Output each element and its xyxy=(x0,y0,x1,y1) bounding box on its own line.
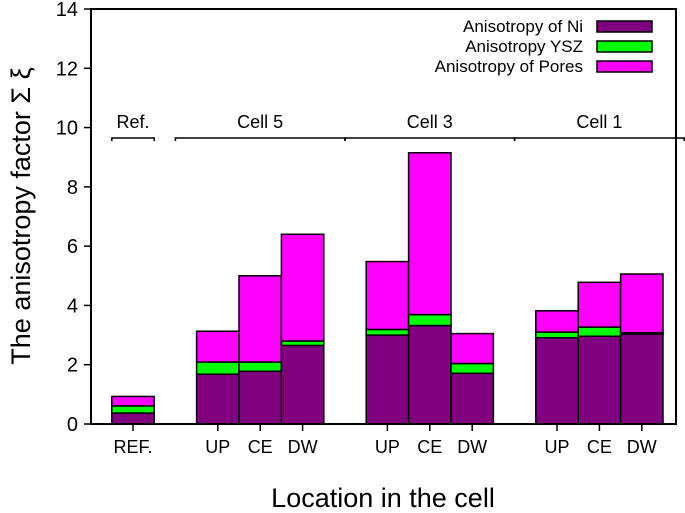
bar-segment-ysz xyxy=(238,361,283,372)
y-axis-ticks: 0 2 4 6 8 10 12 14 xyxy=(56,0,91,436)
bar-segment-ysz xyxy=(577,326,622,338)
group-label: Cell 3 xyxy=(407,112,453,132)
x-tick-label: CE xyxy=(248,437,273,457)
y-tick-label: 4 xyxy=(67,295,78,317)
y-axis-label: The anisotropy factor Σ ξ xyxy=(6,67,36,364)
x-tick-label: REF. xyxy=(113,437,152,457)
bar-segment-ysz xyxy=(450,362,495,375)
bar-segment-pores xyxy=(450,332,495,365)
plot-frame xyxy=(90,8,677,425)
bar-segment-ysz xyxy=(195,361,240,375)
bar-segment-ysz xyxy=(535,331,579,339)
bar-segment-ni xyxy=(450,372,495,425)
x-tick-label: DW xyxy=(457,437,487,457)
bar-segment-ni xyxy=(407,324,452,425)
bar-segment-ni xyxy=(111,412,155,425)
bar-segment-pores xyxy=(407,152,452,316)
bar-segment-ni xyxy=(195,373,240,425)
legend-swatch xyxy=(596,40,653,53)
bar-segment-pores xyxy=(280,233,325,342)
bar-segment-ni xyxy=(280,344,325,425)
bar-segment-ni xyxy=(577,335,622,425)
group-bracket xyxy=(344,137,516,141)
bar-segment-ni xyxy=(365,334,410,425)
y-tick-label: 6 xyxy=(67,236,78,258)
legend-swatch xyxy=(596,20,653,33)
bar-segment-ysz xyxy=(365,328,410,336)
y-tick-label: 12 xyxy=(56,58,78,80)
bar-segment-pores xyxy=(238,275,283,363)
bar-segment-ni xyxy=(619,333,664,425)
bar-segment-ni xyxy=(238,370,283,425)
x-tick-label: DW xyxy=(288,437,318,457)
y-tick-label: 14 xyxy=(56,0,78,21)
group-label: Cell 1 xyxy=(576,112,622,132)
bar-segment-pores xyxy=(577,281,622,328)
legend-swatch xyxy=(596,60,653,73)
bar-segment-pores xyxy=(111,395,155,407)
group-bracket xyxy=(174,137,346,141)
group-label: Cell 5 xyxy=(237,112,283,132)
y-tick-label: 2 xyxy=(67,355,78,377)
bar-segment-pores xyxy=(535,310,579,333)
bar-segment-pores xyxy=(195,330,240,363)
bar-segment-ni xyxy=(535,336,579,425)
x-axis-ticks: REF. UP CE DW UP CE DW UP CE DW xyxy=(113,424,657,457)
bars-layer xyxy=(111,152,664,425)
bar-segment-pores xyxy=(365,260,410,331)
y-tick-label: 10 xyxy=(56,118,78,140)
legend-label: Anisotropy of Pores xyxy=(435,57,583,76)
bar-segment-ysz xyxy=(111,405,155,414)
bar-segment-ysz xyxy=(407,313,452,327)
x-tick-label: CE xyxy=(587,437,612,457)
x-tick-label: DW xyxy=(627,437,657,457)
y-tick-label: 8 xyxy=(67,177,78,199)
group-bracket xyxy=(111,137,155,141)
y-tick-label: 0 xyxy=(67,414,78,436)
legend-label: Anisotropy of Ni xyxy=(463,17,583,36)
x-tick-label: UP xyxy=(205,437,230,457)
x-tick-label: UP xyxy=(544,437,569,457)
legend-label: Anisotropy YSZ xyxy=(465,37,583,56)
x-tick-label: CE xyxy=(417,437,442,457)
group-label: Ref. xyxy=(116,112,149,132)
group-labels: Ref. Cell 5 Cell 3 Cell 1 xyxy=(111,112,685,141)
group-bracket xyxy=(513,137,685,141)
bar-segment-pores xyxy=(619,273,664,334)
x-tick-label: UP xyxy=(375,437,400,457)
x-axis-label: Location in the cell xyxy=(271,483,495,513)
